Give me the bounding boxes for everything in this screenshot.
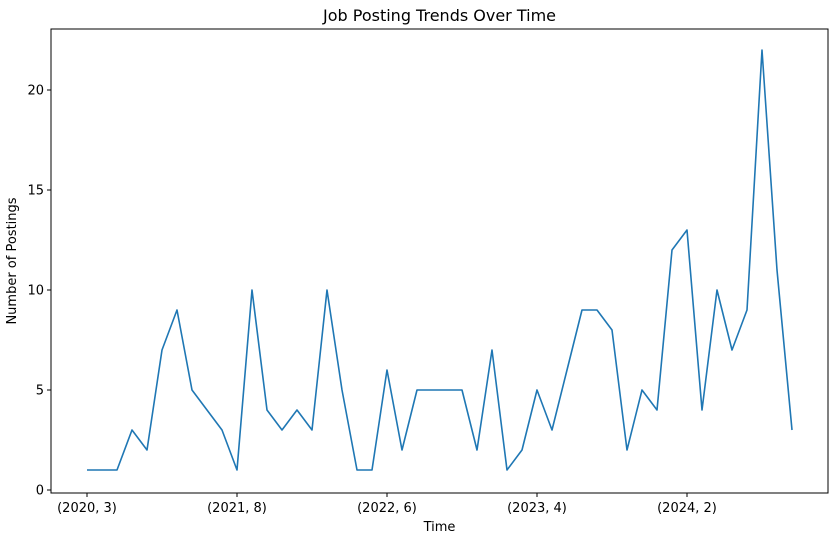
plot-frame <box>50 28 829 494</box>
x-axis: (2020, 3) (2021, 8) (2022, 6) (2023, 4) (202… <box>57 493 717 516</box>
y-axis-label: Number of Postings <box>5 197 20 324</box>
y-tick-label: 15 <box>27 184 44 199</box>
x-axis-label: Time <box>423 520 456 535</box>
series-line <box>87 49 793 471</box>
y-tick-label: 10 <box>27 284 44 299</box>
y-axis: 0 5 10 15 20 <box>27 84 51 499</box>
y-tick-label: 20 <box>27 84 44 99</box>
y-tick-label: 5 <box>36 384 44 399</box>
x-tick-label: (2021, 8) <box>207 501 267 516</box>
x-tick-label: (2023, 4) <box>507 501 567 516</box>
x-tick-label: (2020, 3) <box>57 501 117 516</box>
chart-title: Job Posting Trends Over Time <box>322 6 556 25</box>
y-tick-label: 0 <box>36 484 44 499</box>
x-tick-label: (2022, 6) <box>357 501 417 516</box>
x-tick-label: (2024, 2) <box>657 501 717 516</box>
